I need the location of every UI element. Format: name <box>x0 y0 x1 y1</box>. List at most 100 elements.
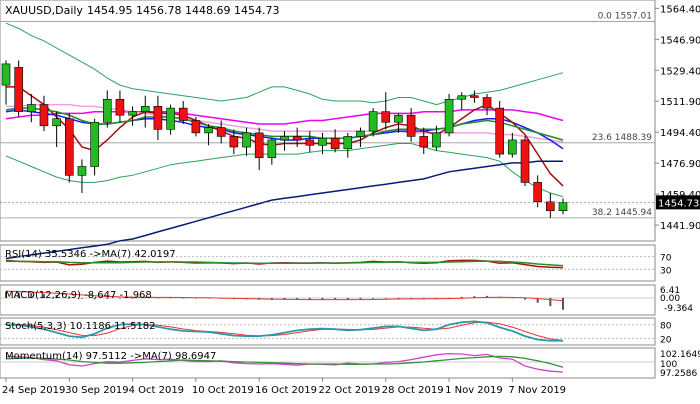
momentum-tick-label: 97.2586 <box>660 369 697 379</box>
macd-bar <box>169 297 172 299</box>
macd-bar <box>511 297 514 299</box>
y-tick-label: 1441.90 <box>660 221 700 232</box>
macd-bar <box>182 297 185 299</box>
candle-body <box>153 106 163 130</box>
candle-body <box>191 120 201 134</box>
macd-bar <box>30 293 33 298</box>
x-tick-label: 4 Oct 2019 <box>129 385 184 396</box>
macd-bar <box>55 294 58 298</box>
macd-bar <box>372 297 375 299</box>
macd-bar <box>536 297 539 303</box>
x-tick-label: 10 Oct 2019 <box>192 385 254 396</box>
candle-body <box>343 136 353 150</box>
x-axis: 24 Sep 2019 30 Sep 2019 4 Oct 2019 10 Oct 2… <box>2 378 566 396</box>
candle-body <box>533 182 542 203</box>
x-tick-label: 30 Sep 2019 <box>65 385 128 396</box>
macd-bar <box>296 297 299 300</box>
macd-bar <box>42 294 45 298</box>
candle-body <box>406 114 416 137</box>
candle-body <box>90 121 99 167</box>
macd-tick-label: 0.00 <box>660 294 680 304</box>
y-tick-label: 1511.90 <box>660 97 700 108</box>
candle-body <box>254 132 264 158</box>
macd-bar <box>144 297 147 299</box>
macd-tick-label: 6.41 <box>660 286 680 296</box>
fib-label: 23.6 1488.39 <box>592 133 652 143</box>
price-pane: 0.0 1557.01 23.6 1488.39 38.2 1445.94 1441.… <box>0 4 700 260</box>
y-tick-label: 1494.40 <box>660 128 700 139</box>
macd-bar <box>17 292 20 298</box>
macd-bar <box>549 297 552 307</box>
macd-bar <box>384 297 387 299</box>
macd-bar <box>410 297 413 299</box>
momentum-pane-frame <box>0 347 656 379</box>
macd-bar <box>131 297 134 299</box>
overlay-line-ma_navy <box>5 160 563 260</box>
main-pane-frame <box>0 0 656 242</box>
stoch-tick-label: 80 <box>660 322 672 332</box>
momentum-tick-label: 100 <box>660 360 677 370</box>
macd-bar <box>118 297 121 299</box>
candle-body <box>280 136 289 141</box>
candle-body <box>1 63 11 86</box>
macd-bar <box>473 296 476 298</box>
candle-body <box>39 104 49 127</box>
candle-body <box>457 95 467 100</box>
stoch-pane-frame <box>0 317 656 346</box>
fib-label: 0.0 1557.01 <box>598 11 652 21</box>
overlay-line-ma_pink <box>5 109 564 125</box>
y-tick-label: 1476.90 <box>660 159 700 170</box>
fib-label: 38.2 1445.94 <box>592 208 652 218</box>
macd-bar <box>524 297 527 300</box>
candle-body <box>292 136 302 141</box>
candle-body <box>546 201 555 212</box>
ohlc-label: 1454.95 1456.78 1448.69 1454.73 <box>87 4 279 17</box>
candle-body <box>330 137 340 150</box>
candle-body <box>495 107 505 155</box>
candle-body <box>558 202 568 212</box>
macd-bar <box>460 296 463 298</box>
rsi-pane-frame <box>0 244 656 282</box>
y-tick-label: 1546.90 <box>660 35 700 46</box>
macd-bar <box>5 291 7 298</box>
candle-body <box>520 139 530 183</box>
overlay-line-bollinger <box>5 143 564 198</box>
macd-bar <box>334 297 337 300</box>
macd-bar <box>435 297 438 299</box>
macd-bar <box>68 296 71 298</box>
macd-bar <box>106 297 109 299</box>
macd-bar <box>194 297 197 299</box>
candle-body <box>102 98 112 123</box>
candle-body <box>140 106 150 112</box>
stoch-main-line <box>5 320 563 342</box>
macd-pane-frame <box>0 284 656 316</box>
rsi-series-line <box>6 260 564 267</box>
candle-body <box>242 132 251 148</box>
momentum-series-line <box>5 355 564 368</box>
rsi-tick-label: 30 <box>660 266 672 276</box>
stoch-title: Stoch(5,3,3) 10.1186 11.5182 <box>5 321 156 332</box>
x-tick-label: 1 Nov 2019 <box>445 385 503 396</box>
x-tick-label: 7 Nov 2019 <box>508 385 566 396</box>
macd-bar <box>80 297 83 299</box>
candle-body <box>64 118 74 176</box>
candle-body <box>115 98 125 116</box>
rsi-title: RSI(14) 35.5346 ->MA(7) 42.0197 <box>5 249 176 260</box>
macd-signal-line <box>5 290 564 302</box>
rsi-tick-label: 70 <box>660 254 672 264</box>
current-price-value: 1454.73 <box>658 198 699 209</box>
current-price-tag <box>656 195 700 210</box>
y-tick-label: 1564.40 <box>660 4 700 15</box>
macd-bar <box>346 297 349 300</box>
stoch-tick-label: 20 <box>660 335 672 345</box>
candle-body <box>318 137 327 146</box>
candle-body <box>470 95 479 98</box>
macd-bar <box>422 297 425 299</box>
x-tick-label: 28 Oct 2019 <box>382 385 444 396</box>
x-tick-label: 24 Sep 2019 <box>2 385 65 396</box>
candle-body <box>381 111 391 123</box>
